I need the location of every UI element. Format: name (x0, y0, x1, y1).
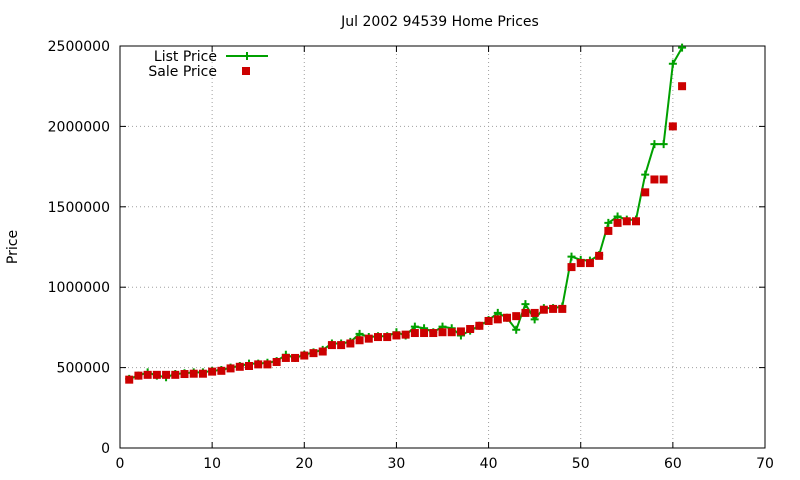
sale-price-point (558, 304, 567, 313)
sale-price-point (254, 360, 263, 369)
sale-price-point (272, 357, 281, 366)
x-tick-label: 30 (388, 456, 406, 472)
sale-price-point (641, 188, 650, 197)
legend: List Price Sale Price (148, 49, 268, 80)
sale-price-point (337, 341, 346, 350)
x-tick-label: 50 (572, 456, 590, 472)
x-tick-label: 20 (295, 456, 313, 472)
y-tick-label: 1500000 (48, 200, 110, 216)
sale-price-point (595, 251, 604, 260)
sale-price-point (309, 349, 318, 358)
y-tick-label: 500000 (57, 361, 110, 377)
x-tick-label: 0 (116, 456, 125, 472)
series-layer (125, 43, 687, 384)
list-price-point (659, 140, 668, 149)
y-tick-label: 0 (101, 441, 110, 457)
sale-price-point (549, 304, 558, 313)
sale-price-point (659, 175, 668, 184)
sale-price-point (180, 370, 189, 379)
sale-price-point (171, 370, 180, 379)
sale-price-point (622, 217, 631, 226)
sale-price-point (374, 333, 382, 342)
sale-price-point (235, 362, 244, 371)
sale-price-point (198, 369, 207, 378)
legend-label-sale-price: Sale Price (148, 64, 217, 80)
list-price-point (678, 43, 687, 52)
sale-price-point (585, 259, 594, 268)
sale-price-point (429, 329, 438, 338)
sale-price-point (456, 327, 465, 336)
sale-price-point (327, 341, 336, 350)
y-axis-label: Price (5, 230, 21, 264)
list-price-line (128, 47, 683, 380)
sale-price-point (447, 328, 456, 337)
chart-title: Jul 2002 94539 Home Prices (340, 14, 539, 30)
sale-price-point (521, 308, 530, 317)
sale-price-point (364, 334, 373, 343)
list-price-point (604, 218, 613, 227)
sale-price-point (281, 353, 290, 362)
sale-price-point (291, 353, 300, 362)
plot-frame (119, 45, 766, 449)
list-price-point (567, 252, 576, 261)
sale-price-point (162, 370, 171, 379)
y-tick-label: 2000000 (48, 119, 110, 135)
list-price-point (521, 300, 530, 309)
sale-price-point (576, 259, 585, 268)
x-tick-label: 60 (664, 456, 682, 472)
sale-price-point (678, 82, 687, 91)
y-tick-label: 1000000 (48, 280, 110, 296)
sale-price-point (355, 336, 364, 345)
x-tick-label: 10 (203, 456, 221, 472)
sale-price-point (134, 371, 143, 380)
sale-price-point (503, 313, 511, 322)
list-price-point (668, 59, 677, 68)
sale-price-point (152, 370, 161, 379)
sale-price-point (346, 339, 355, 348)
list-price-point (512, 325, 521, 334)
sale-price-point (318, 347, 327, 356)
sale-price-point (475, 321, 484, 330)
sale-price-point (420, 329, 429, 338)
x-tick-label: 70 (756, 456, 774, 472)
sale-price-point (263, 360, 272, 369)
sale-price-point (401, 330, 410, 339)
sale-price-point (208, 367, 217, 376)
sale-price-point (189, 369, 198, 378)
list-price-point (650, 140, 659, 149)
sale-price-point (484, 316, 493, 325)
sale-price-point (392, 331, 401, 340)
sale-price-point (567, 263, 576, 272)
legend-marker-sale-price (242, 67, 250, 75)
sale-price-point (539, 305, 548, 314)
sale-price-point (668, 122, 677, 131)
sale-price-point (125, 375, 134, 384)
axis-ticks: 0 10 20 30 40 50 60 70 0 500000 1000000 1500000 2000… (48, 39, 774, 472)
sale-price-point (613, 218, 622, 227)
legend-marker-list-price (243, 52, 251, 60)
sale-price-point (217, 366, 226, 375)
sale-price-point (438, 328, 447, 337)
sale-price-point (650, 175, 659, 184)
sale-price-point (604, 226, 613, 235)
sale-price-point (466, 325, 475, 334)
sale-price-point (530, 308, 539, 317)
sale-price-point (383, 333, 392, 342)
sale-price-point (632, 217, 640, 226)
sale-price-point (226, 364, 235, 373)
sale-price-point (410, 329, 419, 338)
sale-price-point (512, 312, 521, 321)
grid-lines (120, 46, 765, 448)
sale-price-point (493, 315, 502, 324)
x-tick-label: 40 (480, 456, 498, 472)
sale-price-point (300, 351, 309, 360)
sale-price-point (245, 361, 253, 370)
y-tick-label: 2500000 (48, 39, 110, 55)
list-price-point (641, 170, 650, 179)
legend-label-list-price: List Price (154, 49, 217, 65)
sale-price-point (143, 370, 152, 379)
